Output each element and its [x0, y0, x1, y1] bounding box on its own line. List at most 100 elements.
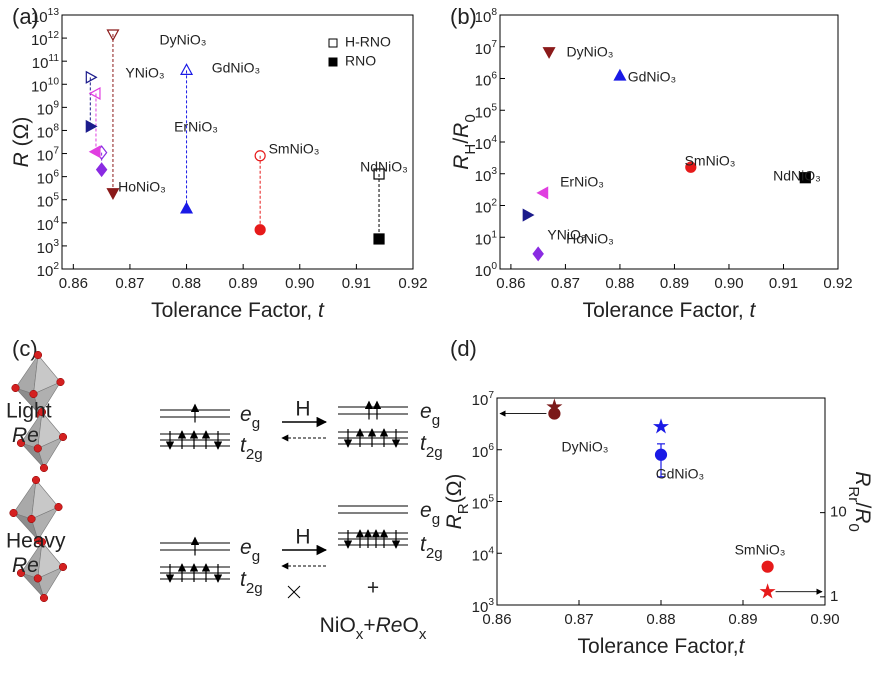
y-axis-label: RH/R0 — [450, 114, 479, 170]
text-part: 7 — [491, 39, 497, 50]
point-label: GdNiO₃ — [656, 466, 705, 482]
x-tick-label: 0.90 — [285, 275, 314, 292]
text-part: 10 — [475, 72, 492, 89]
oxygen-atom — [9, 508, 18, 518]
text-part: 13 — [48, 7, 60, 18]
point-label: GdNiO₃ — [628, 69, 677, 85]
text-part: 10 — [31, 9, 48, 26]
text-part: R — [851, 508, 874, 523]
x-tick-label: 0.86 — [482, 611, 511, 628]
text-part: (Ω) — [443, 474, 466, 504]
text-part: 10 — [31, 32, 48, 49]
text-part: NiO — [320, 614, 356, 637]
text-part: 10 — [37, 101, 54, 118]
text-part: Rr — [846, 486, 863, 502]
x-tick-label: 0.88 — [605, 275, 634, 292]
plus-sign: + — [367, 577, 379, 600]
y2-tick-label: 1 — [830, 588, 838, 605]
text-part: 9 — [53, 100, 59, 111]
x-axis-label: Tolerance Factor, t — [583, 299, 757, 322]
text-part: 5 — [491, 102, 497, 113]
data-point — [254, 224, 266, 236]
x-tick-label: 0.91 — [342, 275, 371, 292]
text-part: 6 — [488, 442, 494, 453]
data-point — [532, 246, 544, 262]
text-part: 8 — [491, 7, 497, 18]
orbital-label: eg — [240, 536, 260, 565]
point-label: DyNiO₃ — [562, 439, 609, 455]
text-part: R — [10, 152, 33, 167]
text-part: 10 — [31, 78, 48, 95]
blocked-mark — [287, 585, 301, 599]
y-tick-label: 106 — [475, 71, 498, 90]
y-tick-label: 104 — [37, 215, 60, 234]
text-part: t — [739, 635, 746, 658]
oxygen-atom — [56, 377, 65, 387]
plot-frame — [61, 14, 414, 270]
text-part: 12 — [48, 30, 60, 41]
data-point — [88, 86, 101, 100]
x-tick-label: 0.88 — [172, 275, 201, 292]
oxygen-atom — [31, 475, 41, 485]
oxygen-atom — [37, 407, 47, 417]
x-tick-label: 0.88 — [646, 611, 675, 628]
orbital-label: eg — [420, 499, 440, 528]
legend-label: H-RNO — [345, 34, 391, 50]
text-part: g — [432, 511, 440, 528]
y-tick-label: 106 — [472, 442, 495, 461]
data-point — [106, 29, 120, 42]
oxygen-atom — [37, 537, 47, 547]
data-point — [546, 398, 563, 414]
text-part: 10 — [472, 547, 489, 564]
text-part: e — [240, 536, 252, 559]
orbital-label: eg — [240, 403, 260, 432]
text-part: 5 — [53, 192, 59, 203]
text-part: 10 — [37, 217, 54, 234]
y-tick-label: 107 — [472, 390, 495, 409]
text-part: t — [240, 434, 247, 457]
data-point — [759, 583, 776, 599]
text-part: Re — [12, 554, 39, 577]
text-part: e — [420, 499, 432, 522]
y-axis-label: R (Ω) — [10, 117, 33, 168]
text-part: 2 — [491, 198, 497, 209]
text-part: 4 — [491, 134, 497, 145]
oxygen-atom — [58, 562, 68, 572]
text-part: 3 — [491, 166, 497, 177]
legend-marker — [328, 57, 338, 67]
field-label: H — [295, 398, 310, 421]
y-tick-label: 102 — [475, 198, 498, 217]
text-part: t — [318, 299, 325, 322]
text-part: 10 — [472, 599, 489, 616]
text-part: 10 — [32, 55, 49, 72]
orbital-label: t2g — [420, 432, 443, 461]
text-part: 10 — [472, 392, 489, 409]
y-tick-label: 1013 — [31, 7, 59, 26]
text-part: 10 — [37, 171, 54, 188]
row-label: Light — [6, 400, 52, 423]
text-part: 6 — [53, 169, 59, 180]
oxygen-atom — [29, 389, 38, 399]
point-label: SmNiO₃ — [269, 141, 320, 157]
text-part: 0 — [846, 523, 863, 531]
text-part: 10 — [475, 199, 492, 216]
x-tick-label: 0.87 — [115, 275, 144, 292]
x-tick-label: 0.87 — [564, 611, 593, 628]
oxygen-atom — [58, 432, 68, 442]
oxygen-atom — [39, 463, 49, 473]
x-tick-label: 0.86 — [59, 275, 88, 292]
text-part: t — [750, 299, 757, 322]
text-part: e — [240, 403, 252, 426]
data-point — [542, 47, 556, 59]
y-tick-label: 1011 — [32, 53, 60, 72]
text-part: O — [402, 614, 418, 637]
text-part: 2g — [246, 446, 263, 463]
panel-label: (b) — [450, 4, 477, 29]
y-axis-label: RR(Ω) — [443, 474, 472, 530]
point-label: YNiO₃ — [547, 227, 586, 243]
y-tick-label: 105 — [37, 192, 60, 211]
oxygen-atom — [16, 568, 26, 578]
oxygen-atom — [11, 383, 20, 393]
data-point — [95, 162, 108, 178]
